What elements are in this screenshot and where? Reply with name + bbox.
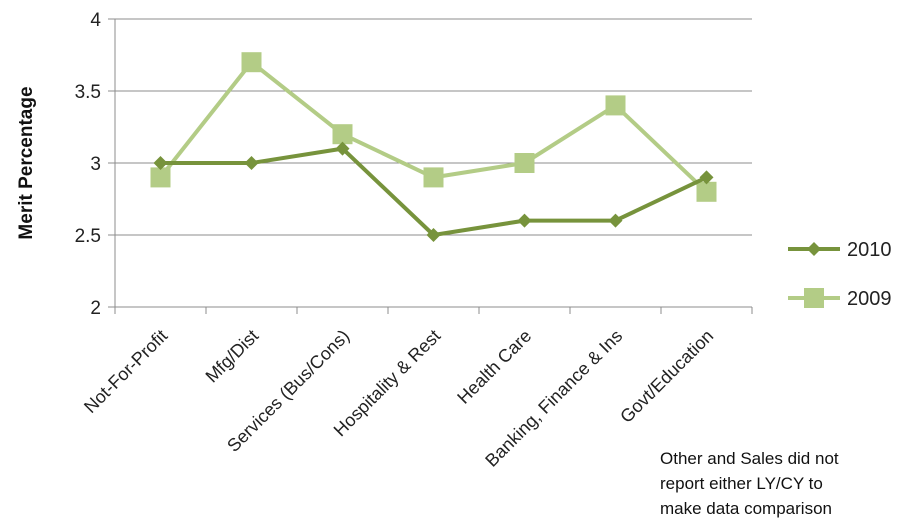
y-tick-label: 3 [90, 154, 101, 175]
footnote: Other and Sales did not report either LY… [660, 446, 900, 521]
data-point-2009 [514, 153, 535, 173]
data-point-2010 [699, 170, 714, 185]
legend-label-2010: 2010 [847, 239, 892, 261]
y-tick-label: 3.5 [75, 82, 101, 103]
data-point-2010 [335, 141, 350, 156]
footnote-line-3: make data comparison [660, 499, 832, 518]
y-axis-label: Merit Percentage [16, 86, 37, 239]
legend-marker-2009 [804, 288, 824, 308]
data-point-2009 [696, 181, 717, 202]
x-category-label: Health Care [453, 326, 535, 408]
series-layer [150, 52, 717, 242]
y-tick-label: 2 [90, 298, 101, 319]
x-category-label: Mfg/Dist [202, 326, 263, 387]
data-point-2010 [153, 156, 168, 170]
y-tick-labels: 2 2.5 3 3.5 4 [75, 10, 102, 319]
data-point-2010 [244, 156, 259, 170]
data-point-2010 [517, 213, 532, 228]
series-line-2010 [160, 146, 708, 237]
data-point-2010 [608, 213, 623, 228]
x-category-label: Govt/Education [616, 326, 717, 427]
data-point-2010 [426, 228, 441, 242]
data-point-2009 [605, 95, 626, 116]
legend: 2010 2009 [788, 239, 892, 310]
axes [108, 18, 753, 314]
y-tick-label: 4 [90, 10, 101, 31]
y-tick-label: 2.5 [75, 226, 101, 247]
legend-marker-2010 [807, 242, 821, 256]
data-point-2009 [241, 52, 262, 73]
footnote-line-1: Other and Sales did not [660, 449, 839, 468]
footnote-line-2: report either LY/CY to [660, 474, 823, 493]
x-category-label: Not-For-Profit [80, 326, 171, 417]
data-point-2009 [332, 124, 353, 145]
legend-label-2009: 2009 [847, 288, 892, 310]
data-point-2009 [423, 167, 444, 188]
data-point-2009 [150, 167, 171, 188]
